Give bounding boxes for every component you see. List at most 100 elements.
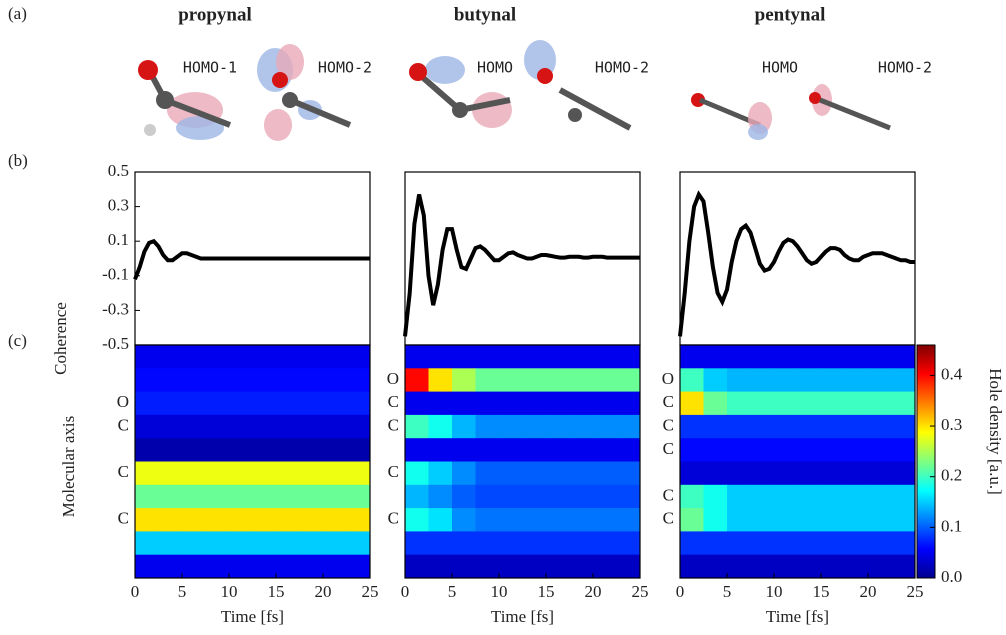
heat-cell [797, 554, 822, 579]
heat-cell [774, 368, 798, 393]
heat-cell [569, 461, 594, 486]
heat-cell [797, 391, 822, 416]
heat-cell [593, 368, 617, 393]
heat-cell [522, 508, 547, 532]
heat-cell [428, 345, 453, 369]
heat-cell [727, 554, 751, 579]
heat-cell [868, 345, 892, 369]
heat-cell [797, 438, 822, 462]
atom-label: O [662, 369, 674, 388]
heat-cell [499, 461, 523, 486]
x-tick-label: 0 [676, 582, 685, 601]
x-tick-label: 10 [221, 582, 238, 601]
heat-cell [821, 461, 845, 486]
heat-cell [844, 508, 869, 532]
heat-cell [135, 414, 159, 439]
heat-cell [821, 554, 845, 579]
heat-cell [158, 368, 183, 393]
heat-cell [346, 414, 371, 439]
heat-cell [346, 438, 371, 462]
heat-cell [346, 345, 371, 369]
heat-cell [252, 391, 277, 416]
heat-cell [727, 531, 751, 556]
heat-cell [891, 554, 916, 579]
heat-cell [276, 391, 300, 416]
heat-cell [680, 438, 704, 462]
heat-cell [891, 438, 916, 462]
heat-cell [135, 461, 159, 486]
atom-label: C [118, 509, 129, 528]
heat-cell [569, 345, 594, 369]
heat-cell [868, 368, 892, 393]
heat-cell [616, 484, 641, 509]
heat-cell [546, 391, 570, 416]
heat-cell [229, 531, 253, 556]
heat-cell [569, 368, 594, 393]
heat-cell [593, 461, 617, 486]
heat-cell [405, 438, 429, 462]
heat-cell [680, 345, 704, 369]
heat-cell [844, 391, 869, 416]
heat-cell [616, 368, 641, 393]
heat-cell [499, 531, 523, 556]
heat-cell [891, 345, 916, 369]
panel-label: (c) [8, 331, 27, 350]
heat-cell [276, 438, 300, 462]
heat-cell [774, 414, 798, 439]
heat-cell [299, 461, 324, 486]
heat-cell [703, 484, 728, 509]
heat-cell [299, 391, 324, 416]
heat-cell [593, 438, 617, 462]
heat-cell [593, 345, 617, 369]
heat-cell [727, 508, 751, 532]
heat-cell [205, 508, 230, 532]
heat-cell [593, 484, 617, 509]
heat-cell [182, 368, 206, 393]
heat-cell [750, 414, 775, 439]
heat-cell [405, 414, 429, 439]
heat-cell [252, 438, 277, 462]
heat-cell [593, 391, 617, 416]
molecule-name: butynal [454, 4, 516, 25]
heat-cell [229, 508, 253, 532]
x-tick-label: 10 [766, 582, 783, 601]
heat-cell [616, 438, 641, 462]
heat-cell [346, 461, 371, 486]
heat-cell [774, 531, 798, 556]
heat-cell [158, 345, 183, 369]
heat-cell [891, 484, 916, 509]
heat-cell [405, 461, 429, 486]
heat-cell [727, 438, 751, 462]
colorbar-tick-label: 0.4 [941, 364, 963, 383]
heat-cell [299, 531, 324, 556]
heat-cell [182, 345, 206, 369]
heat-cell [891, 368, 916, 393]
heat-cell [205, 438, 230, 462]
colorbar-tick-label: 0.0 [941, 567, 962, 586]
heat-cell [727, 368, 751, 393]
x-tick-label: 5 [723, 582, 732, 601]
x-tick-label: 25 [632, 582, 649, 601]
heat-cell [703, 391, 728, 416]
heat-cell [276, 368, 300, 393]
heat-cell [276, 461, 300, 486]
heat-cell [323, 438, 347, 462]
heat-cell [750, 508, 775, 532]
heat-cell [593, 554, 617, 579]
heat-cell [346, 484, 371, 509]
heat-cell [475, 554, 500, 579]
heat-cell [276, 484, 300, 509]
x-tick-label: 20 [585, 582, 602, 601]
heat-cell [499, 345, 523, 369]
heat-cell [797, 368, 822, 393]
colorbar-label: Hole density [a.u.] [986, 368, 1005, 495]
heat-cell [158, 484, 183, 509]
heat-cell [346, 508, 371, 532]
heat-cell [844, 345, 869, 369]
heat-cell [205, 461, 230, 486]
heat-cell [750, 531, 775, 556]
heat-cell [797, 484, 822, 509]
heat-cell [346, 531, 371, 556]
atom-label: C [663, 392, 674, 411]
